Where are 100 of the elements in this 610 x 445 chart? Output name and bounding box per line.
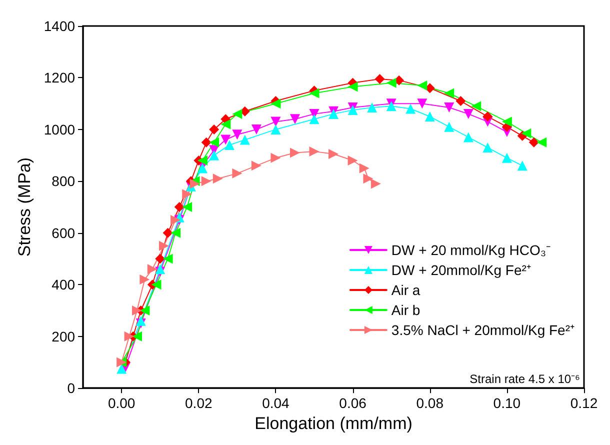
- point: [174, 202, 184, 212]
- y-tick-label: 1200: [44, 70, 76, 86]
- point: [348, 155, 358, 166]
- point: [158, 240, 169, 251]
- x-tick-label: 0.02: [185, 395, 212, 412]
- point: [270, 116, 281, 127]
- y-tick-label: 1000: [44, 121, 76, 138]
- point: [290, 114, 300, 124]
- point: [209, 150, 220, 160]
- point: [517, 160, 528, 171]
- point: [444, 102, 454, 112]
- point: [251, 124, 262, 134]
- point: [155, 264, 166, 274]
- point: [367, 102, 378, 112]
- point: [374, 74, 385, 84]
- x-axis-title: Elongation (mm/mm): [254, 414, 412, 433]
- point: [463, 132, 474, 142]
- x-tick-label: 0.00: [108, 395, 136, 412]
- point: [124, 331, 134, 342]
- point: [162, 254, 173, 264]
- point: [251, 160, 262, 171]
- point: [370, 178, 381, 189]
- point: [136, 316, 146, 326]
- point: [209, 124, 220, 134]
- point: [348, 82, 358, 92]
- point: [232, 168, 242, 178]
- point: [182, 202, 192, 212]
- point: [132, 331, 142, 342]
- point: [140, 306, 150, 316]
- point: [386, 78, 396, 88]
- point: [502, 152, 512, 163]
- y-tick-label: 200: [52, 328, 76, 344]
- x-tick-label: 0.10: [493, 395, 521, 412]
- x-tick-label: 0.04: [262, 395, 290, 412]
- point: [521, 128, 532, 138]
- point: [463, 108, 474, 119]
- point: [471, 101, 482, 112]
- y-tick-label: 400: [52, 276, 76, 293]
- y-tick-label: 1400: [44, 18, 76, 34]
- point: [270, 98, 281, 109]
- point: [147, 264, 158, 274]
- point: [359, 163, 370, 174]
- point: [198, 163, 208, 174]
- point: [309, 88, 320, 98]
- point: [155, 254, 166, 264]
- legend-label: DW + 20mmol/Kg Fe²⁺: [391, 262, 532, 278]
- annotation: Strain rate 4.5 x 10⁻⁶: [470, 372, 580, 386]
- y-axis-title: Stress (MPa): [15, 157, 34, 257]
- x-tick-label: 0.12: [570, 395, 598, 412]
- x-tick-label: 0.08: [416, 395, 444, 412]
- point: [170, 228, 181, 238]
- point: [240, 134, 250, 145]
- point: [162, 228, 173, 238]
- point: [140, 274, 150, 284]
- y-tick-label: 800: [52, 173, 76, 190]
- point: [406, 104, 416, 114]
- point: [209, 137, 220, 148]
- point: [201, 176, 212, 186]
- legend-label: Air b: [391, 302, 420, 318]
- point: [444, 88, 454, 98]
- point: [424, 112, 435, 122]
- point: [151, 280, 162, 290]
- point: [182, 189, 192, 200]
- legend-label: DW + 20 mmol/Kg HCO₃⁻: [391, 242, 552, 258]
- point: [232, 108, 242, 119]
- point: [536, 137, 547, 148]
- point: [198, 155, 208, 166]
- point: [386, 101, 396, 112]
- point: [363, 174, 374, 184]
- point: [220, 134, 231, 145]
- point: [528, 137, 539, 148]
- point: [270, 124, 281, 134]
- point: [417, 98, 428, 109]
- point: [309, 114, 320, 124]
- legend-label: Air a: [391, 282, 420, 298]
- point: [328, 149, 339, 160]
- point: [190, 178, 200, 189]
- point: [220, 119, 231, 130]
- point: [212, 174, 223, 184]
- point: [232, 130, 242, 140]
- point: [328, 108, 339, 119]
- legend-label: 3.5% NaCl + 20mmol/Kg Fe²⁺: [391, 322, 576, 338]
- point: [456, 96, 466, 106]
- y-tick-label: 0: [67, 380, 76, 396]
- point: [270, 152, 281, 163]
- x-tick-label: 0.06: [339, 395, 367, 412]
- point: [444, 122, 454, 132]
- y-tick-label: 600: [52, 224, 76, 241]
- point: [224, 140, 234, 150]
- point: [290, 148, 300, 158]
- point: [502, 116, 512, 127]
- point: [201, 137, 212, 148]
- point: [309, 146, 320, 156]
- point: [482, 112, 493, 122]
- point: [116, 364, 127, 374]
- point: [482, 142, 493, 153]
- point: [348, 105, 358, 116]
- point: [132, 306, 142, 316]
- point: [170, 214, 181, 225]
- point: [417, 80, 428, 90]
